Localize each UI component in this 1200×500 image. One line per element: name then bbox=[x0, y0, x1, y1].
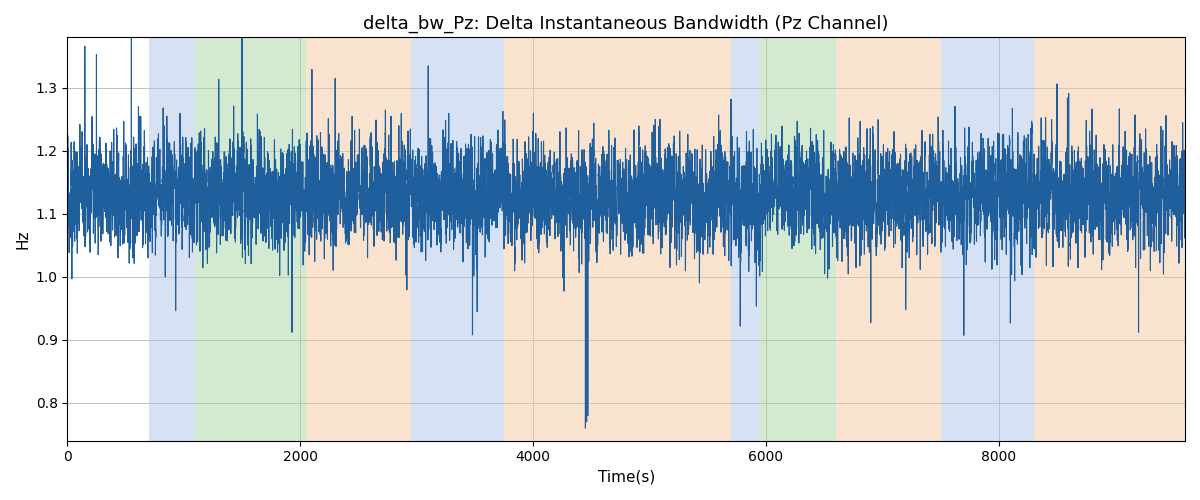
Bar bbox=[196, 38, 306, 440]
Bar bbox=[504, 38, 731, 440]
Title: delta_bw_Pz: Delta Instantaneous Bandwidth (Pz Channel): delta_bw_Pz: Delta Instantaneous Bandwid… bbox=[364, 15, 889, 34]
Bar bbox=[835, 38, 941, 440]
Bar bbox=[941, 38, 1033, 440]
Bar bbox=[731, 38, 760, 440]
Bar bbox=[149, 38, 196, 440]
Bar bbox=[306, 38, 410, 440]
X-axis label: Time(s): Time(s) bbox=[598, 470, 655, 485]
Bar bbox=[760, 38, 835, 440]
Bar bbox=[410, 38, 504, 440]
Bar bbox=[1033, 38, 1196, 440]
Y-axis label: Hz: Hz bbox=[16, 230, 30, 249]
